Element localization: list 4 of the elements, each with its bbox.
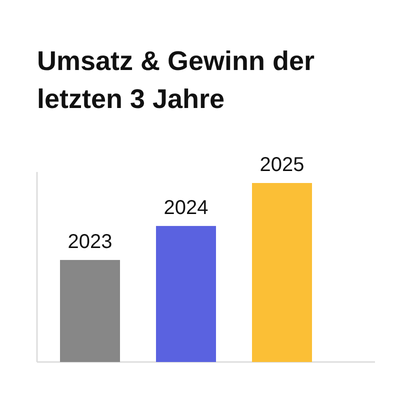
chart-title: Umsatz & Gewinn der letzten 3 Jahre <box>37 46 316 114</box>
x-tick-label: 2024 <box>164 196 208 219</box>
x-tick-label: 2023 <box>68 230 112 253</box>
x-tick-label: 2025 <box>260 154 304 176</box>
